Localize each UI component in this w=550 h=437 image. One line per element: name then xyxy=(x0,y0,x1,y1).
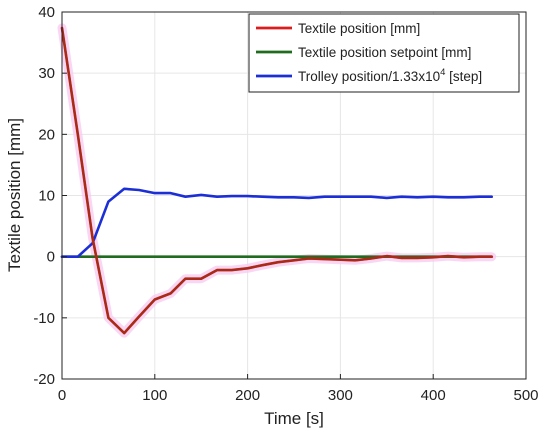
legend-label-0: Textile position [mm] xyxy=(298,21,420,36)
legend-label-2: Trolley position/1.33x104 [step] xyxy=(298,67,482,84)
x-tick-label: 400 xyxy=(421,387,446,404)
series-lines xyxy=(57,23,497,338)
legend-label-text: Textile position [mm] xyxy=(298,21,420,36)
legend-label-superscript: 4 xyxy=(440,67,445,78)
legend: Textile position [mm] Textile position se… xyxy=(248,13,520,93)
x-tick-label: 200 xyxy=(235,387,260,404)
legend-label-text: Trolley position/1.33x10 xyxy=(298,69,440,84)
y-tick-label: -10 xyxy=(33,310,55,327)
legend-label-1: Textile position setpoint [mm] xyxy=(298,45,471,60)
legend-entries: Textile position [mm] Textile position se… xyxy=(256,21,482,84)
y-tick-label: 20 xyxy=(38,126,55,143)
series-line-2 xyxy=(60,187,494,259)
y-tick-label: 30 xyxy=(38,65,55,82)
y-tick-label: 10 xyxy=(38,188,55,205)
x-axis-label: Time [s] xyxy=(264,409,324,428)
x-tick-label: 100 xyxy=(142,387,167,404)
x-tick-label: 500 xyxy=(513,387,538,404)
legend-box xyxy=(248,13,520,93)
y-tick-label: 0 xyxy=(47,249,55,266)
tick-labels: 0 100 200 300 400 500 -20 -10 0 10 20 30 40 xyxy=(33,4,538,404)
y-tick-label: -20 xyxy=(33,371,55,388)
legend-label-suffix: [step] xyxy=(445,69,482,84)
legend-label-text: Textile position setpoint [mm] xyxy=(298,45,471,60)
y-axis-label: Textile position [mm] xyxy=(5,118,24,272)
textile-overlap-tint xyxy=(60,27,492,335)
x-tick-label: 0 xyxy=(58,387,66,404)
y-tick-label: 40 xyxy=(38,4,55,21)
x-tick-label: 300 xyxy=(328,387,353,404)
